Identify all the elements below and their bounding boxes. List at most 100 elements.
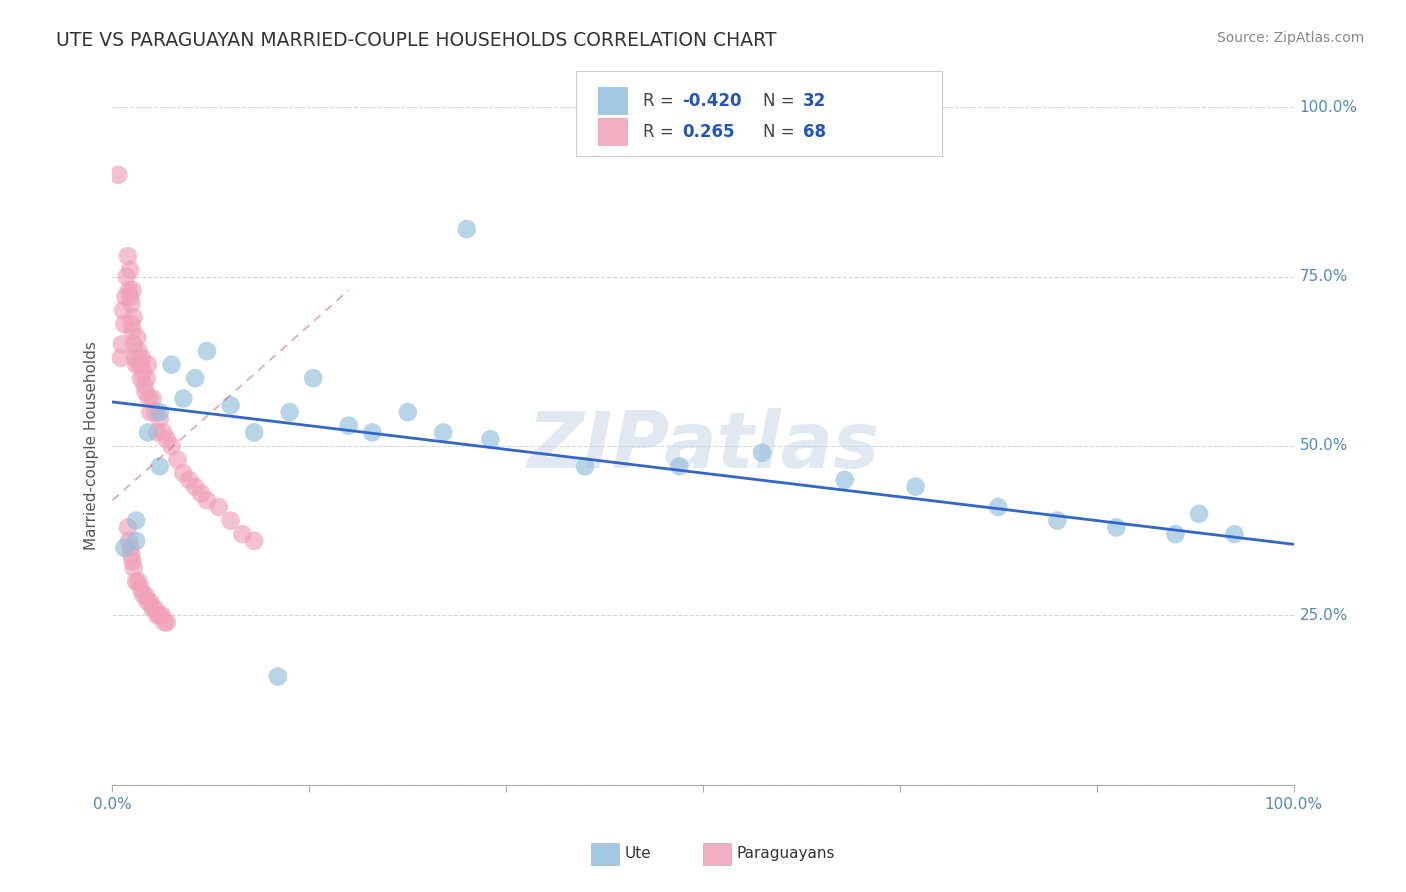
- Point: [127, 344, 149, 359]
- Point: [432, 425, 454, 440]
- Point: [243, 533, 266, 548]
- Text: UTE VS PARAGUAYAN MARRIED-COUPLE HOUSEHOLDS CORRELATION CHART: UTE VS PARAGUAYAN MARRIED-COUPLE HOUSEHO…: [56, 31, 776, 50]
- Point: [219, 398, 242, 412]
- Point: [135, 384, 157, 399]
- Point: [120, 290, 142, 304]
- Point: [139, 595, 162, 609]
- Point: [121, 283, 143, 297]
- Point: [134, 378, 156, 392]
- Point: [149, 412, 172, 426]
- Point: [117, 249, 139, 263]
- Point: [153, 615, 176, 630]
- Point: [456, 222, 478, 236]
- Point: [231, 527, 253, 541]
- Point: [127, 330, 149, 344]
- Text: 25.0%: 25.0%: [1299, 608, 1348, 623]
- Point: [668, 459, 690, 474]
- Point: [129, 582, 152, 596]
- Point: [184, 371, 207, 385]
- Text: N =: N =: [763, 123, 800, 141]
- Point: [131, 351, 153, 365]
- Point: [121, 324, 143, 338]
- Point: [125, 358, 148, 372]
- Point: [190, 486, 212, 500]
- Point: [129, 371, 152, 385]
- Point: [122, 337, 145, 351]
- Text: 75.0%: 75.0%: [1299, 269, 1348, 284]
- Text: R =: R =: [643, 92, 679, 110]
- Point: [135, 371, 157, 385]
- Point: [143, 601, 166, 615]
- Point: [124, 351, 146, 365]
- Point: [139, 405, 162, 419]
- Point: [160, 358, 183, 372]
- Point: [160, 439, 183, 453]
- Point: [184, 480, 207, 494]
- Point: [172, 392, 194, 406]
- Point: [125, 533, 148, 548]
- Text: N =: N =: [763, 92, 800, 110]
- Point: [149, 608, 172, 623]
- Text: R =: R =: [643, 123, 679, 141]
- Point: [1188, 507, 1211, 521]
- Point: [122, 310, 145, 325]
- Point: [195, 493, 218, 508]
- Point: [479, 432, 502, 446]
- Point: [219, 514, 242, 528]
- Point: [120, 262, 142, 277]
- Point: [132, 364, 155, 378]
- Point: [1164, 527, 1187, 541]
- Point: [136, 595, 159, 609]
- Point: [122, 561, 145, 575]
- Text: 100.0%: 100.0%: [1299, 100, 1357, 114]
- Point: [243, 425, 266, 440]
- Text: 32: 32: [803, 92, 827, 110]
- Point: [136, 358, 159, 372]
- Point: [112, 541, 135, 555]
- Text: Paraguayans: Paraguayans: [737, 847, 835, 861]
- Point: [195, 344, 218, 359]
- Point: [152, 425, 174, 440]
- Text: 68: 68: [803, 123, 825, 141]
- Point: [111, 337, 134, 351]
- Text: -0.420: -0.420: [682, 92, 741, 110]
- Point: [142, 392, 165, 406]
- Point: [361, 425, 384, 440]
- Point: [1046, 514, 1069, 528]
- Point: [143, 405, 166, 419]
- Y-axis label: Married-couple Households: Married-couple Households: [84, 342, 100, 550]
- Point: [120, 296, 142, 310]
- Point: [208, 500, 231, 514]
- Point: [112, 303, 135, 318]
- Point: [156, 432, 179, 446]
- Point: [751, 446, 773, 460]
- Point: [112, 317, 135, 331]
- Point: [574, 459, 596, 474]
- Text: ZIPatlas: ZIPatlas: [527, 408, 879, 484]
- Point: [136, 425, 159, 440]
- Point: [135, 588, 157, 602]
- Point: [278, 405, 301, 419]
- Point: [117, 520, 139, 534]
- Point: [118, 283, 141, 297]
- Text: Ute: Ute: [624, 847, 651, 861]
- Point: [142, 601, 165, 615]
- Point: [149, 405, 172, 419]
- Point: [1223, 527, 1246, 541]
- Point: [156, 615, 179, 630]
- Text: Source: ZipAtlas.com: Source: ZipAtlas.com: [1216, 31, 1364, 45]
- Point: [149, 459, 172, 474]
- Point: [121, 554, 143, 568]
- Point: [132, 588, 155, 602]
- Point: [128, 358, 150, 372]
- Point: [396, 405, 419, 419]
- Point: [166, 452, 188, 467]
- Point: [120, 548, 142, 562]
- Point: [120, 541, 142, 555]
- Point: [107, 168, 129, 182]
- Point: [302, 371, 325, 385]
- Point: [125, 574, 148, 589]
- Point: [1105, 520, 1128, 534]
- Point: [834, 473, 856, 487]
- Point: [179, 473, 201, 487]
